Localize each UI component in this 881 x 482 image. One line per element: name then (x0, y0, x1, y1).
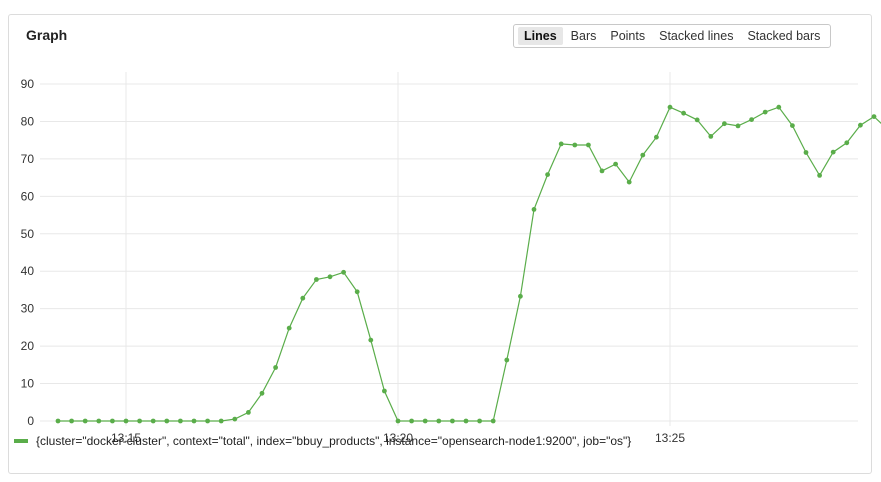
data-point (354, 289, 360, 295)
data-point (803, 150, 809, 155)
data-point (599, 168, 605, 174)
x-tick-label: 13:15 (111, 431, 141, 445)
y-tick-label: 50 (21, 227, 35, 241)
data-point (545, 172, 550, 178)
data-point (300, 295, 306, 301)
data-point (667, 104, 673, 110)
data-point (327, 274, 333, 280)
toggle-bars[interactable]: Bars (570, 29, 597, 43)
data-point (762, 109, 768, 115)
toggle-points[interactable]: Points (610, 29, 646, 43)
legend-swatch (14, 439, 28, 443)
data-point (626, 179, 632, 185)
data-point (708, 134, 714, 139)
data-point (110, 418, 115, 424)
data-point (164, 418, 170, 424)
data-point (817, 173, 822, 178)
data-point (477, 418, 482, 424)
data-point (314, 277, 319, 282)
data-point (518, 293, 523, 299)
data-point (654, 134, 659, 140)
data-point (409, 418, 414, 424)
data-point (586, 142, 591, 148)
data-point (96, 418, 102, 424)
y-tick-label: 20 (21, 339, 35, 353)
data-point (722, 121, 727, 127)
data-point (790, 123, 795, 128)
data-point (776, 104, 782, 110)
data-point (504, 357, 510, 363)
data-point (681, 110, 686, 116)
panel-title: Graph (26, 27, 68, 43)
y-tick-label: 30 (21, 302, 35, 316)
data-point (82, 418, 88, 424)
data-point (450, 418, 455, 424)
x-tick-label: 13:20 (383, 431, 413, 445)
data-point (844, 140, 850, 146)
data-point (613, 161, 618, 167)
y-tick-label: 10 (21, 377, 35, 391)
legend-label: {cluster="docker-cluster", context="tota… (36, 434, 632, 448)
data-point (178, 418, 183, 424)
data-point (150, 418, 156, 424)
data-point (259, 390, 265, 396)
data-point (463, 418, 469, 424)
graph-panel: Graph Lines Bars Points Stacked lines St… (8, 14, 872, 474)
data-point (123, 418, 129, 424)
data-point (871, 114, 877, 119)
y-tick-label: 90 (21, 77, 35, 91)
y-tick-label: 0 (27, 414, 34, 428)
legend[interactable]: {cluster="docker-cluster", context="tota… (14, 434, 631, 448)
data-point (558, 141, 564, 147)
toggle-stacked-bars[interactable]: Stacked bars (747, 29, 821, 43)
data-point (191, 418, 197, 424)
data-point (218, 418, 224, 424)
y-tick-label: 80 (21, 114, 35, 128)
data-point (382, 388, 387, 394)
data-point (422, 418, 428, 424)
data-point (368, 337, 374, 343)
y-tick-label: 60 (21, 189, 35, 203)
chart-type-toggle: Lines Bars Points Stacked lines Stacked … (513, 24, 832, 48)
data-point (436, 418, 442, 424)
data-point (137, 418, 143, 424)
data-point (341, 269, 346, 275)
data-point (531, 207, 537, 212)
data-point (858, 122, 863, 128)
data-point (286, 325, 292, 331)
data-point (395, 418, 401, 424)
data-point (735, 123, 741, 129)
data-point (246, 410, 251, 415)
data-point (232, 416, 238, 422)
toggle-stacked-lines[interactable]: Stacked lines (659, 29, 734, 43)
data-point (830, 149, 836, 155)
data-point (749, 117, 754, 122)
data-point (640, 152, 646, 158)
y-tick-label: 70 (21, 152, 35, 166)
data-point (69, 418, 74, 424)
data-point (205, 418, 211, 424)
data-point (694, 117, 700, 123)
series-line (58, 106, 881, 422)
x-tick-label: 13:25 (655, 431, 685, 445)
y-tick-label: 40 (21, 264, 35, 278)
data-point (490, 418, 496, 424)
data-point (273, 365, 278, 370)
data-point (572, 142, 578, 148)
data-point (55, 418, 61, 424)
toggle-lines[interactable]: Lines (518, 27, 563, 45)
